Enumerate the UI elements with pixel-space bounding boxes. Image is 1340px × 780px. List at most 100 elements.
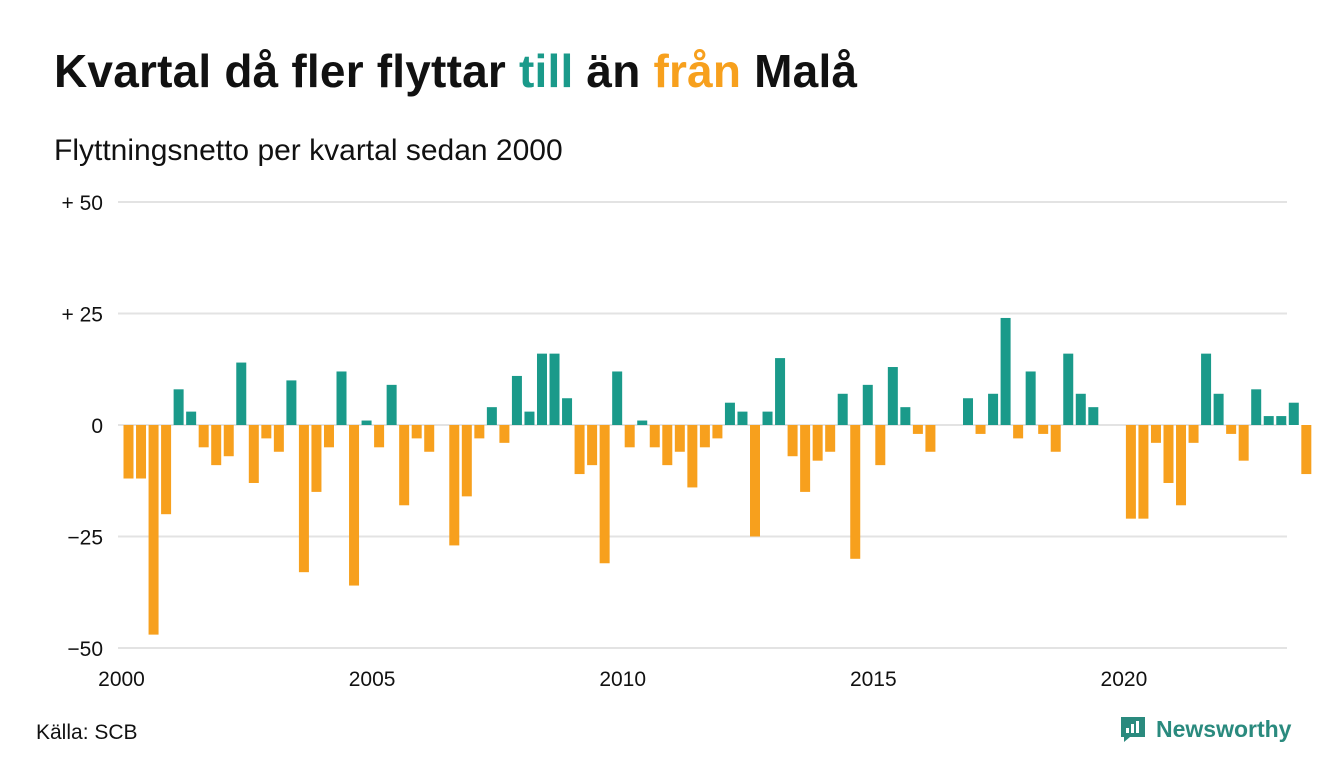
bar	[248, 425, 259, 483]
bar	[699, 425, 710, 448]
y-tick-label: −25	[67, 527, 103, 550]
bar	[724, 402, 735, 425]
bar	[1050, 425, 1061, 452]
bar	[499, 425, 510, 443]
bars	[123, 317, 1312, 635]
title-part-3: Malå	[741, 45, 858, 97]
bar	[837, 393, 848, 425]
x-axis-ticks: 2000 2005 2010 2015 2020	[98, 668, 1147, 691]
bar	[775, 358, 786, 425]
bar	[1188, 425, 1199, 443]
bar	[1301, 425, 1312, 475]
bar	[800, 425, 811, 492]
bar	[298, 425, 309, 573]
bar	[173, 389, 184, 425]
bar	[461, 425, 472, 497]
bar	[1025, 371, 1036, 425]
bar	[649, 425, 660, 448]
bar	[374, 425, 385, 448]
bar	[198, 425, 209, 448]
bar	[1150, 425, 1161, 443]
bar	[1276, 416, 1287, 425]
newsworthy-logo-icon	[1121, 717, 1145, 742]
x-tick-label: 2020	[1101, 668, 1148, 691]
bar	[449, 425, 460, 546]
bar	[674, 425, 685, 452]
bar	[825, 425, 836, 452]
bar	[887, 367, 898, 425]
bar	[1238, 425, 1249, 461]
title-part-1: Kvartal då fler flyttar	[54, 45, 519, 97]
bar	[236, 362, 247, 425]
bar	[1251, 389, 1262, 425]
bar	[273, 425, 284, 452]
x-tick-label: 2015	[850, 668, 897, 691]
bar	[787, 425, 798, 457]
bar	[875, 425, 886, 466]
bar	[1263, 416, 1274, 425]
x-tick-label: 2010	[599, 668, 646, 691]
bar	[1176, 425, 1187, 506]
bar	[1063, 353, 1074, 425]
brand-name: Newsworthy	[1156, 715, 1292, 742]
bar	[900, 407, 911, 425]
bar	[637, 420, 648, 425]
bar	[925, 425, 936, 452]
bar	[562, 398, 573, 425]
title-fran: från	[653, 45, 742, 97]
bar	[286, 380, 297, 425]
bar	[549, 353, 560, 425]
bar	[624, 425, 635, 448]
bar	[1125, 425, 1136, 519]
bar	[762, 411, 773, 425]
bar	[349, 425, 360, 586]
title-part-2: än	[573, 45, 654, 97]
bar	[1226, 425, 1237, 434]
bar	[524, 411, 535, 425]
bar	[1213, 393, 1224, 425]
bar	[687, 425, 698, 488]
bar	[812, 425, 823, 461]
bar	[1000, 317, 1011, 425]
bar	[411, 425, 422, 439]
bar	[511, 375, 522, 425]
bar	[424, 425, 435, 452]
bar	[850, 425, 861, 559]
bar	[386, 384, 397, 425]
bar	[737, 411, 748, 425]
bar	[1088, 407, 1099, 425]
bar	[612, 371, 623, 425]
bar	[536, 353, 547, 425]
bar	[712, 425, 723, 439]
bar	[323, 425, 334, 448]
bar	[587, 425, 598, 466]
x-tick-label: 2000	[98, 668, 145, 691]
bar	[223, 425, 234, 457]
y-tick-label: 0	[91, 415, 103, 438]
bar	[662, 425, 673, 466]
y-tick-label: + 50	[62, 192, 103, 215]
bar	[186, 411, 197, 425]
bar	[1138, 425, 1149, 519]
bar	[261, 425, 272, 439]
bar	[862, 384, 873, 425]
bar	[123, 425, 134, 479]
brand-logo[interactable]: Newsworthy	[1118, 714, 1291, 744]
bar	[1013, 425, 1024, 439]
bar	[361, 420, 372, 425]
bar	[750, 425, 760, 537]
bar	[311, 425, 322, 492]
bar	[1163, 425, 1174, 483]
bar	[1288, 402, 1299, 425]
bar	[963, 398, 974, 425]
bar	[486, 407, 497, 425]
chart-subtitle: Flyttningsnetto per kvartal sedan 2000	[54, 134, 563, 167]
y-tick-label: −50	[67, 638, 103, 661]
source-note: Källa: SCB	[36, 721, 138, 744]
bar	[1075, 393, 1086, 425]
bar	[574, 425, 585, 475]
bar	[211, 425, 222, 466]
bar	[474, 425, 485, 439]
chart-title: Kvartal då fler flyttar till än från Mal…	[54, 44, 857, 98]
